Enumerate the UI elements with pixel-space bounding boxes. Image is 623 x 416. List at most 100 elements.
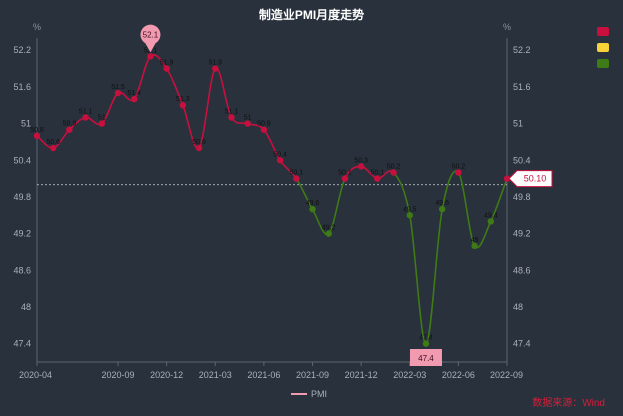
data-point[interactable]: [244, 120, 251, 127]
data-point[interactable]: [82, 114, 89, 121]
data-point[interactable]: [309, 205, 316, 213]
data-point[interactable]: [276, 157, 284, 164]
data-label: 50.1: [338, 170, 352, 177]
data-point[interactable]: [260, 126, 268, 133]
data-point[interactable]: [455, 169, 462, 176]
data-label: 49: [471, 237, 479, 244]
max-pin-label: 52.1: [143, 30, 159, 39]
series-line-segment: [409, 215, 427, 345]
data-point[interactable]: [438, 205, 446, 213]
data-label: 51.1: [225, 108, 239, 115]
y-tick-label-left: 47.4: [13, 339, 31, 349]
data-label: 50.1: [289, 170, 303, 177]
data-point[interactable]: [98, 120, 106, 127]
series-line-segment: [198, 68, 217, 149]
y-tick-label-right: 52.2: [513, 45, 531, 55]
chart-title: 制造业PMI月度走势: [258, 8, 365, 22]
data-point[interactable]: [487, 218, 494, 225]
data-point[interactable]: [66, 126, 73, 133]
data-point[interactable]: [50, 144, 57, 152]
data-point[interactable]: [212, 65, 219, 72]
x-tick-label: 2020-09: [102, 370, 135, 380]
data-point[interactable]: [471, 242, 478, 250]
x-tick-label: 2022-09: [490, 370, 523, 380]
series-line-segment: [425, 209, 443, 345]
y-tick-label-right: 51: [513, 119, 523, 129]
data-point[interactable]: [228, 114, 235, 121]
current-value-callout: [508, 170, 553, 188]
data-label: 50.9: [257, 121, 271, 128]
data-label: 50.2: [387, 163, 401, 170]
legend-swatch-yellow[interactable]: [597, 43, 609, 52]
data-point[interactable]: [422, 340, 430, 347]
max-pin: [140, 24, 161, 53]
x-tick-label: 2020-04: [19, 370, 52, 380]
data-label: 51.9: [160, 60, 174, 67]
y-tick-label-right: 47.4: [513, 339, 531, 349]
y-tick-label-left: 48.6: [13, 265, 31, 275]
min-box: [409, 349, 442, 366]
data-label: 50.8: [30, 127, 44, 134]
data-label: 49.6: [435, 200, 449, 207]
data-point[interactable]: [131, 95, 138, 103]
current-value-label: 50.10: [524, 174, 547, 184]
data-label: 47.4: [419, 335, 433, 342]
data-point[interactable]: [179, 102, 187, 109]
data-point[interactable]: [147, 53, 154, 60]
y-tick-label-right: 48.6: [513, 265, 531, 275]
data-label: 51.3: [176, 96, 190, 103]
x-tick-label: 2021-09: [296, 370, 329, 380]
data-label: 49.2: [322, 225, 336, 232]
x-tick-label: 2021-06: [247, 370, 280, 380]
data-label: 51.9: [208, 60, 222, 67]
y-tick-label-right: 48: [513, 302, 523, 312]
data-point[interactable]: [293, 175, 300, 182]
data-label: 50.1: [371, 170, 385, 177]
data-point[interactable]: [390, 169, 397, 176]
data-label: 51.4: [127, 90, 141, 97]
y-tick-label-right: 51.6: [513, 82, 531, 92]
data-label: 49.6: [306, 200, 320, 207]
x-tick-label: 2020-12: [150, 370, 183, 380]
y-tick-label-left: 51.6: [13, 82, 31, 92]
y-unit-right: %: [503, 22, 511, 32]
data-label: 51: [244, 115, 252, 122]
legend-swatch-red[interactable]: [597, 27, 609, 36]
data-source: 数据来源：Wind: [532, 398, 605, 409]
data-label: 51: [98, 115, 106, 122]
legend-label-pmi: PMI: [311, 389, 327, 399]
data-label: 51.1: [79, 108, 93, 115]
data-label: 50.9: [63, 121, 77, 128]
data-point[interactable]: [163, 65, 170, 72]
y-tick-label-left: 49.8: [13, 192, 31, 202]
data-label: 50.6: [46, 139, 60, 146]
y-tick-label-right: 49.8: [513, 192, 531, 202]
min-box-label: 47.4: [418, 354, 434, 363]
y-tick-label-left: 51: [21, 119, 31, 129]
data-point[interactable]: [503, 175, 511, 182]
y-tick-label-right: 50.4: [513, 155, 531, 165]
y-unit-left: %: [33, 22, 41, 32]
data-point[interactable]: [114, 89, 122, 97]
data-label: 50.3: [354, 157, 368, 164]
data-point[interactable]: [406, 212, 413, 219]
legend-swatch-green[interactable]: [597, 59, 609, 68]
y-tick-label-left: 48: [21, 302, 31, 312]
y-tick-label-right: 49.2: [513, 229, 531, 239]
x-tick-label: 2022-06: [442, 370, 475, 380]
series-line-segment: [457, 171, 476, 247]
data-point[interactable]: [357, 163, 365, 170]
data-point[interactable]: [374, 175, 381, 182]
x-tick-label: 2022-03: [393, 370, 426, 380]
y-tick-label-left: 52.2: [13, 45, 31, 55]
data-label: 50.4: [273, 151, 287, 158]
y-tick-label-left: 50.4: [13, 155, 31, 165]
data-label: 50.6: [192, 139, 206, 146]
data-point[interactable]: [195, 144, 203, 152]
data-point[interactable]: [33, 132, 41, 140]
y-tick-label-left: 49.2: [13, 229, 31, 239]
data-point[interactable]: [341, 175, 349, 182]
data-point[interactable]: [325, 230, 332, 237]
